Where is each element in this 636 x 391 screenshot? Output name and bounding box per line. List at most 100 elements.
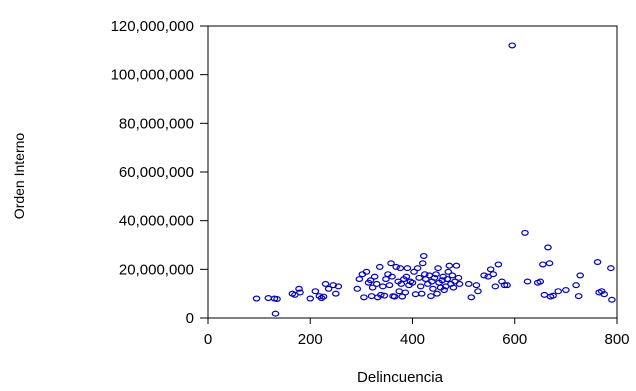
scatter-point (418, 260, 427, 267)
scatter-point (377, 291, 385, 298)
scatter-point (494, 261, 503, 268)
scatter-point (508, 42, 516, 49)
scatter-point (536, 278, 545, 285)
y-tick-label: 120,000,000 (111, 18, 194, 35)
scatter-point (273, 296, 281, 303)
scatter-point (332, 290, 340, 297)
scatter-point (521, 229, 529, 236)
scatter-point (572, 282, 580, 289)
scatter-point (554, 288, 563, 295)
x-tick-label: 800 (604, 331, 629, 348)
scatter-point (444, 268, 453, 275)
scatter-point (367, 293, 376, 300)
scatter-point (317, 295, 326, 302)
scatter-point (449, 284, 458, 291)
y-tick-label: 20,000,000 (119, 261, 194, 278)
data-points (252, 42, 616, 317)
y-tick-label: 0 (186, 310, 194, 327)
scatter-point (454, 274, 463, 281)
scatter-point (396, 265, 405, 272)
scatter-point (474, 288, 482, 295)
scatter-point (600, 291, 609, 298)
scatter-point (574, 293, 583, 300)
scatter-point (433, 290, 441, 297)
x-tick-label: 400 (400, 331, 425, 348)
scatter-point (540, 291, 549, 298)
scatter-point (296, 289, 304, 296)
scatter-point (608, 296, 616, 303)
scatter-point (549, 292, 557, 299)
scatter-point (395, 288, 404, 295)
scatter-point (523, 278, 532, 285)
scatter-point (416, 283, 425, 290)
scatter-point (408, 279, 417, 286)
scatter-point (370, 273, 379, 280)
scatter-point (445, 262, 454, 269)
scatter-point (379, 283, 387, 290)
scatter-point (252, 295, 261, 302)
scatter-point (411, 291, 420, 298)
scatter-point (448, 272, 457, 279)
scatter-point (440, 287, 448, 294)
scatter-point (607, 265, 615, 272)
scatter-point (438, 277, 446, 284)
y-axis-title: Orden Interno (11, 133, 27, 220)
x-axis-title: Delincuencia (357, 369, 444, 386)
scatter-point (334, 283, 343, 290)
scatter-point (355, 276, 364, 283)
scatter-point (406, 278, 415, 285)
scatter-point (452, 262, 461, 269)
scatter-point (324, 285, 333, 292)
scatter-point (375, 263, 384, 270)
scatter-point (295, 285, 303, 292)
scatter-point (467, 294, 476, 301)
x-tick-label: 0 (204, 331, 212, 348)
scatter-point (413, 265, 422, 272)
scatter-point (429, 285, 437, 292)
scatter-point (545, 260, 554, 267)
scatter-point (388, 273, 396, 280)
scatter-point (464, 280, 473, 287)
scatter-point (443, 276, 452, 283)
y-tick-label: 60,000,000 (119, 164, 194, 181)
scatter-point (402, 273, 411, 280)
scatter-point (544, 244, 552, 251)
scatter-point (380, 292, 389, 299)
scatter-point (415, 274, 423, 281)
scatter-point (432, 271, 440, 278)
scatter-point (427, 293, 435, 300)
y-tick-label: 80,000,000 (119, 115, 194, 132)
scatter-point (503, 282, 511, 289)
scatter-point (387, 260, 395, 267)
y-axis-ticks: 0 20,000,000 40,000,000 60,000,000 80,000,00… (111, 18, 208, 327)
scatter-point (593, 259, 602, 266)
scatter-point (353, 285, 362, 292)
scatter-point (362, 268, 371, 275)
scatter-point (401, 289, 410, 296)
scatter-point (419, 252, 428, 259)
scatter-point (434, 265, 442, 272)
scatter-point (390, 293, 399, 300)
scatter-point (480, 272, 488, 279)
scatter-point (417, 290, 426, 297)
scatter-point (311, 288, 320, 295)
scatter-point (385, 282, 394, 289)
scatter-point (486, 266, 495, 273)
scatter-point (491, 283, 500, 290)
scatter-point (382, 276, 390, 283)
scatter-point (455, 280, 464, 287)
scatter-point (489, 271, 498, 278)
scatter-point (576, 272, 584, 279)
scatter-point (539, 261, 547, 268)
scatter-point (368, 284, 377, 291)
x-axis-ticks: 0 200 400 600 800 (204, 318, 630, 348)
scatter-point (430, 274, 439, 281)
x-tick-label: 200 (298, 331, 323, 348)
x-tick-label: 600 (502, 331, 527, 348)
scatter-point (562, 287, 570, 294)
scatter-point (372, 280, 381, 287)
scatter-point (366, 277, 375, 284)
scatter-point (321, 280, 330, 287)
scatter-point (264, 295, 273, 302)
